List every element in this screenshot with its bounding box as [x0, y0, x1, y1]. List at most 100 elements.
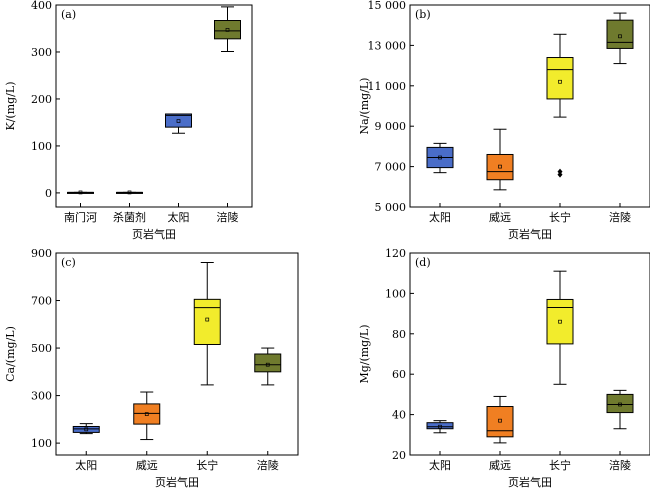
y-tick-label: 9 000 [375, 120, 407, 133]
x-tick-label: 太阳 [75, 459, 97, 472]
x-axis-label: 页岩气田 [132, 227, 176, 241]
x-tick-label: 太阳 [168, 211, 190, 224]
panel-label: (a) [61, 8, 76, 21]
outlier-point [557, 171, 563, 178]
box-涪陵 [254, 347, 282, 386]
box-body [606, 393, 634, 414]
box-body [546, 298, 574, 345]
y-tick-label: 300 [31, 46, 52, 59]
box-长宁 [193, 262, 221, 386]
box-body [606, 19, 634, 49]
box-威远 [133, 391, 161, 441]
mean-marker [225, 28, 230, 32]
x-tick-label: 涪陵 [609, 458, 631, 472]
box-body [214, 20, 241, 40]
y-tick-label: 300 [31, 390, 52, 403]
y-tick-label: 80 [392, 328, 406, 341]
y-tick-label: 900 [31, 247, 52, 260]
mean-marker [498, 418, 502, 423]
mean-marker [144, 412, 149, 416]
y-tick-label: 100 [31, 140, 52, 153]
mean-marker [127, 190, 132, 195]
box-涪陵 [606, 12, 634, 65]
x-axis-label: 页岩气田 [155, 475, 199, 489]
x-axis-label: 页岩气田 [508, 227, 552, 241]
mean-marker [205, 317, 210, 322]
box-太阳 [72, 423, 100, 435]
y-axis-label: K/(mg/L) [4, 82, 17, 131]
mean-marker [176, 119, 181, 123]
panel-label: (c) [61, 256, 76, 269]
plot-frame [55, 252, 299, 456]
y-tick-label: 13 000 [368, 39, 407, 52]
y-tick-label: 500 [31, 342, 52, 355]
mean-marker [78, 190, 83, 195]
box-威远 [486, 395, 514, 444]
box-涪陵 [606, 389, 634, 430]
y-axis-label: Mg/(mg/L) [358, 324, 371, 383]
box-body [426, 422, 454, 430]
y-tick-label: 0 [45, 187, 52, 200]
y-tick-label: 100 [385, 287, 406, 300]
box-长宁 [546, 270, 574, 385]
panel-label: (b) [415, 8, 431, 21]
y-tick-label: 100 [31, 437, 52, 450]
x-tick-label: 太阳 [429, 459, 451, 472]
x-tick-label: 威远 [136, 459, 158, 472]
x-tick-label: 长宁 [549, 458, 571, 472]
box-长宁 [546, 33, 574, 178]
plot-frame [55, 4, 253, 208]
y-tick-label: 60 [392, 368, 406, 381]
box-杀菌剂 [116, 190, 143, 195]
x-tick-label: 长宁 [549, 210, 571, 224]
y-axis-label: Ca/(mg/L) [4, 326, 17, 382]
panel-label: (d) [415, 256, 431, 269]
y-axis-label: Na/(mg/L) [358, 78, 371, 135]
plot-frame [409, 4, 650, 208]
x-tick-label: 威远 [489, 459, 511, 472]
box-body [165, 113, 192, 128]
x-axis-label: 页岩气田 [508, 475, 552, 489]
y-tick-label: 40 [392, 409, 406, 422]
box-威远 [486, 128, 514, 191]
mean-marker [265, 362, 270, 367]
x-tick-label: 长宁 [196, 458, 218, 472]
outlier-point [557, 168, 563, 175]
y-tick-label: 400 [31, 0, 52, 12]
box-太阳 [165, 113, 192, 134]
box-涪陵 [214, 6, 241, 53]
y-tick-label: 15 000 [368, 0, 407, 12]
box-body [486, 406, 514, 438]
mean-marker [498, 164, 502, 169]
box-body [133, 403, 161, 425]
y-tick-label: 700 [31, 295, 52, 308]
box-body [546, 57, 574, 100]
mean-marker [618, 34, 622, 39]
x-tick-label: 南门河 [64, 210, 97, 224]
box-body [486, 153, 514, 181]
x-tick-label: 太阳 [429, 211, 451, 224]
box-南门河 [67, 190, 94, 195]
mean-marker [558, 79, 562, 84]
mean-marker [618, 402, 622, 407]
x-tick-label: 涪陵 [609, 210, 631, 224]
y-tick-label: 120 [385, 247, 406, 260]
plot-frame [409, 252, 650, 456]
x-tick-label: 杀菌剂 [113, 210, 146, 224]
mean-marker [438, 155, 442, 160]
panel-b: (b) 5 000 7 000 9 000 11 000 13 000 15 000 太阳 威远… [358, 0, 650, 241]
mean-marker [438, 424, 442, 429]
x-tick-label: 涪陵 [257, 458, 279, 472]
x-tick-label: 涪陵 [217, 210, 239, 224]
y-tick-label: 20 [392, 449, 406, 462]
mean-marker [558, 319, 562, 324]
box-body [72, 425, 100, 433]
y-tick-label: 5 000 [375, 201, 407, 214]
y-tick-label: 200 [31, 93, 52, 106]
y-tick-label: 7 000 [375, 161, 407, 174]
y-tick-label: 11 000 [368, 80, 407, 93]
